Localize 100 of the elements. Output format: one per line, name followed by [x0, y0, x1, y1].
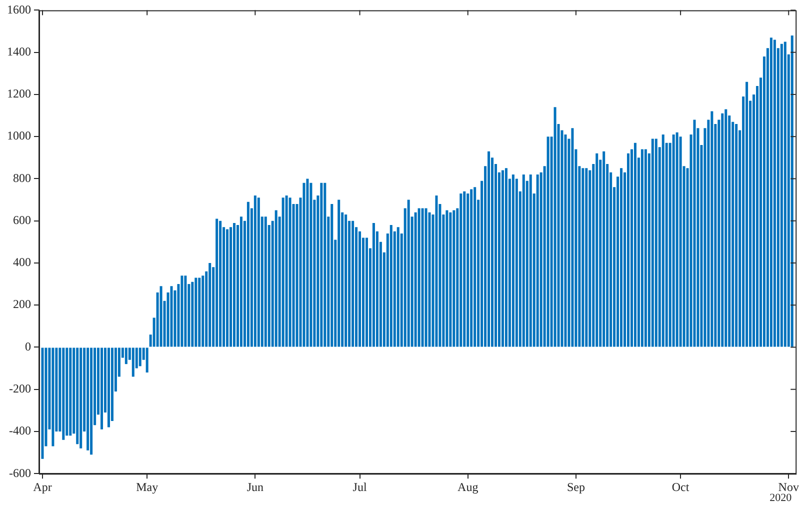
bar: [233, 222, 236, 347]
bar: [352, 220, 354, 347]
bar: [672, 134, 675, 347]
bar: [100, 348, 104, 430]
bar: [721, 113, 724, 347]
bar: [640, 149, 644, 347]
bar: [644, 149, 647, 347]
bar: [504, 168, 508, 347]
y-tick-label: 1200: [7, 86, 31, 101]
bar: [662, 134, 664, 347]
bar: [418, 208, 420, 347]
y-tick-label: 600: [13, 212, 31, 227]
bar: [358, 231, 362, 347]
bar: [132, 348, 134, 377]
x-tick-label: Aug: [458, 480, 478, 494]
bar: [216, 218, 218, 347]
bar: [407, 200, 410, 347]
bar: [191, 282, 194, 347]
bar: [602, 151, 606, 347]
bar: [428, 212, 431, 347]
bar: [784, 42, 786, 347]
bar: [780, 44, 783, 347]
bar: [536, 174, 539, 347]
bar: [470, 189, 473, 347]
bar: [124, 348, 128, 364]
bar: [626, 153, 630, 347]
bar: [564, 134, 567, 347]
bar: [160, 286, 162, 347]
y-tick-label: -600: [9, 466, 31, 480]
x-tick-label: Nov: [778, 480, 799, 494]
x-tick-label: Apr: [33, 480, 52, 494]
bar: [790, 35, 794, 347]
bar: [41, 348, 44, 459]
bar: [330, 204, 334, 347]
x-tick-label: Oct: [672, 480, 690, 494]
x-tick-label: Jun: [246, 480, 264, 494]
bar: [219, 220, 222, 347]
y-tick-label: 400: [13, 255, 31, 270]
bar: [66, 348, 68, 436]
bar: [69, 348, 72, 436]
bar: [693, 120, 696, 347]
bar: [306, 178, 309, 347]
bar: [344, 214, 348, 347]
x-tick-label: Sep: [566, 480, 585, 494]
bar: [770, 38, 772, 347]
bar: [338, 200, 340, 347]
bar: [435, 196, 438, 347]
bar: [257, 198, 260, 347]
bar: [62, 348, 65, 440]
bar: [488, 151, 490, 347]
bar: [463, 191, 466, 347]
bar: [554, 107, 556, 347]
bar: [365, 238, 368, 347]
bar: [515, 178, 518, 347]
bar: [198, 278, 201, 347]
x-tick-label: May: [136, 480, 158, 494]
bar: [460, 193, 462, 347]
bar: [372, 222, 375, 347]
y-tick-label: -400: [9, 424, 31, 438]
bar: [449, 212, 452, 347]
bar: [202, 276, 204, 347]
bar: [390, 225, 392, 347]
bar: [424, 208, 428, 347]
bar: [208, 262, 212, 347]
x-tick-label: Jul: [352, 480, 368, 494]
bar: [474, 187, 476, 347]
bar: [676, 132, 678, 347]
bar: [501, 170, 504, 347]
bar: [52, 348, 54, 446]
bar: [446, 210, 448, 347]
bar: [170, 286, 173, 347]
bar: [620, 168, 623, 347]
bar: [246, 202, 250, 347]
bar: [274, 210, 278, 347]
bar: [512, 174, 514, 347]
bar: [634, 142, 636, 347]
bar: [546, 136, 550, 347]
bar: [571, 128, 574, 347]
bar: [76, 348, 79, 444]
bar: [466, 193, 470, 347]
bar: [651, 138, 654, 347]
bar: [146, 348, 148, 372]
bar: [585, 168, 588, 347]
bar: [421, 208, 424, 347]
bar: [80, 348, 82, 448]
bar: [180, 276, 184, 347]
bar: [90, 348, 93, 455]
bar: [735, 124, 738, 347]
bar: [282, 198, 284, 347]
bar: [724, 109, 728, 347]
y-tick-label: 1000: [7, 128, 31, 143]
y-tick-label: 800: [13, 170, 31, 185]
bar: [138, 348, 142, 366]
bar: [773, 40, 776, 347]
bar: [254, 196, 256, 347]
bar: [596, 153, 598, 347]
bar: [396, 227, 400, 347]
bar: [302, 182, 306, 347]
bar: [582, 168, 584, 347]
y-tick-label: 1400: [7, 44, 31, 58]
